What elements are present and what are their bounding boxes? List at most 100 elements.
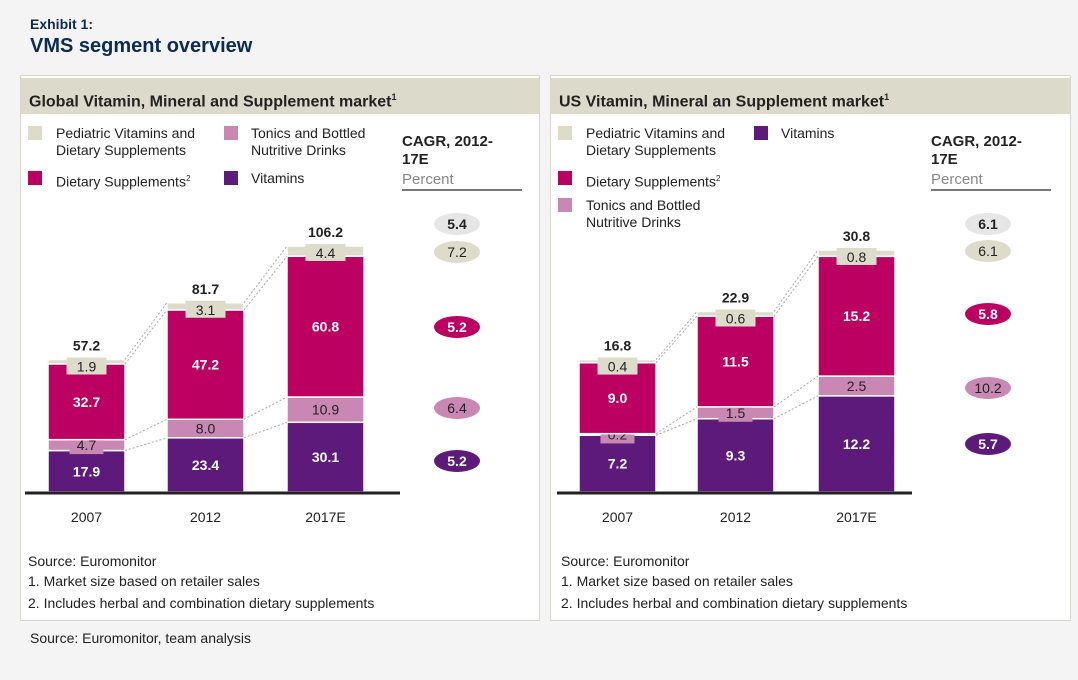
bar-segment-dietary (817, 255, 896, 377)
connector-line (655, 406, 698, 435)
bar-segment-tonics (286, 396, 365, 424)
x-tick-label: 2007 (602, 509, 633, 525)
panel-title: US Vitamin, Mineral an Supplement market… (551, 78, 1070, 114)
connector-line (773, 249, 819, 312)
connector-line (773, 256, 819, 317)
note: 1. Market size based on retailer sales (28, 573, 260, 589)
value-label-bg (597, 357, 638, 375)
x-tick-label: 2012 (720, 509, 751, 525)
panel-title: Global Vitamin, Mineral and Supplement m… (21, 78, 539, 114)
value-label: 12.2 (843, 436, 870, 452)
footnote-mark: 2 (715, 174, 721, 183)
connector-line (124, 309, 168, 365)
cagr-value: 7.2 (447, 244, 467, 260)
legend-dietary: Dietary Supplements2 (56, 170, 190, 191)
connector-line (243, 421, 288, 439)
cagr-value: 6.1 (978, 243, 998, 259)
us-panel: US Vitamin, Mineral an Supplement market… (550, 75, 1071, 621)
connector-line (124, 437, 168, 452)
note: Source: Euromonitor (28, 553, 157, 569)
cagr-badge-vitamins (434, 450, 480, 472)
cagr-value: 5.2 (447, 319, 467, 335)
x-tick-label: 2017E (305, 509, 345, 525)
value-label: 17.9 (73, 463, 100, 479)
legend-text: Pediatric Vitamins and (586, 125, 726, 141)
value-label-bg (66, 357, 107, 375)
panel-title-text: US Vitamin, Mineral an Supplement market (559, 93, 885, 111)
legend-swatch-tonics (558, 198, 572, 212)
connector-line (773, 395, 819, 420)
panel-notes: Source: Euromonitor 1. Market size based… (28, 551, 374, 613)
legend-pediatric: Pediatric Vitamins and Dietary Supplement… (586, 125, 725, 159)
connector-line (124, 302, 168, 360)
total-label: 16.8 (604, 338, 631, 354)
cagr-badge-total (434, 213, 480, 235)
legend-text: Tonics and Bottled (586, 197, 701, 213)
cagr-badge-pediatric (434, 241, 480, 263)
legend-text: Dietary Supplements (586, 142, 716, 158)
value-label: 10.9 (312, 402, 339, 418)
legend-tonics: Tonics and Bottled Nutritive Drinks (586, 197, 700, 231)
connector-line (655, 418, 698, 436)
note: 1. Market size based on retailer sales (561, 573, 793, 589)
cagr-badge-vitamins (965, 433, 1011, 455)
value-label: 9.0 (608, 390, 628, 406)
bar-segment-vitamins (696, 417, 775, 493)
value-label-bg (715, 309, 756, 327)
cagr-value: 5.2 (447, 453, 467, 469)
legend-swatch-vitamins (754, 126, 768, 140)
value-label: 15.2 (843, 308, 870, 324)
x-tick-label: 2017E (836, 509, 876, 525)
value-label: 0.4 (608, 359, 628, 375)
total-label: 106.2 (308, 224, 343, 240)
total-label: 22.9 (722, 289, 749, 305)
legend-tonics: Tonics and Bottled Nutritive Drinks (251, 125, 365, 159)
cagr-badge-tonics (434, 397, 480, 419)
connector-line (243, 396, 288, 420)
legend-swatch-vitamins (224, 171, 238, 185)
global-panel: Global Vitamin, Mineral and Supplement m… (20, 75, 540, 621)
value-label: 1.9 (77, 359, 97, 375)
legend-text: Nutritive Drinks (586, 214, 681, 230)
value-label: 11.5 (722, 354, 749, 370)
connector-line (124, 418, 168, 441)
value-label-bg (69, 436, 104, 455)
cagr-badge-pediatric (965, 240, 1011, 262)
value-label: 23.4 (192, 457, 219, 473)
connector-line (243, 245, 288, 304)
value-label-bg (185, 300, 226, 318)
legend-swatch-pediatric (28, 126, 42, 140)
cagr-unit: Percent (402, 171, 522, 191)
connector-line (655, 311, 698, 360)
source-note: Source: Euromonitor, team analysis (30, 630, 251, 646)
footnote-mark: 2 (185, 174, 191, 183)
cagr-badge-dietary (434, 316, 480, 338)
bar-segment-dietary (47, 363, 126, 441)
value-label: 60.8 (312, 319, 339, 335)
bar-segment-dietary (166, 309, 245, 421)
bar-segment-vitamins (817, 395, 896, 493)
legend-vitamins: Vitamins (251, 170, 305, 186)
value-label: 0.6 (726, 310, 746, 326)
cagr-badge-dietary (965, 303, 1011, 325)
legend-swatch-pediatric (558, 126, 572, 140)
value-label: 4.4 (316, 245, 336, 261)
connector-line (655, 315, 698, 364)
footnote-mark: 1 (884, 92, 890, 102)
legend-dietary: Dietary Supplements2 (586, 170, 720, 191)
legend-text: Pediatric Vitamins and (56, 125, 196, 141)
value-label: 47.2 (192, 357, 219, 373)
value-label-bg (836, 248, 877, 265)
value-label: 32.7 (73, 394, 100, 410)
legend-text: Dietary Supplements (56, 173, 186, 190)
legend-text: Dietary Supplements (586, 173, 716, 190)
value-label: 4.7 (77, 437, 97, 453)
note: Source: Euromonitor (561, 553, 690, 569)
value-label-bg (305, 244, 346, 261)
bar-segment-vitamins (166, 437, 245, 493)
legend-swatch-dietary (28, 171, 42, 185)
legend-text: Nutritive Drinks (251, 142, 346, 158)
legend-text: Tonics and Bottled (251, 125, 366, 141)
